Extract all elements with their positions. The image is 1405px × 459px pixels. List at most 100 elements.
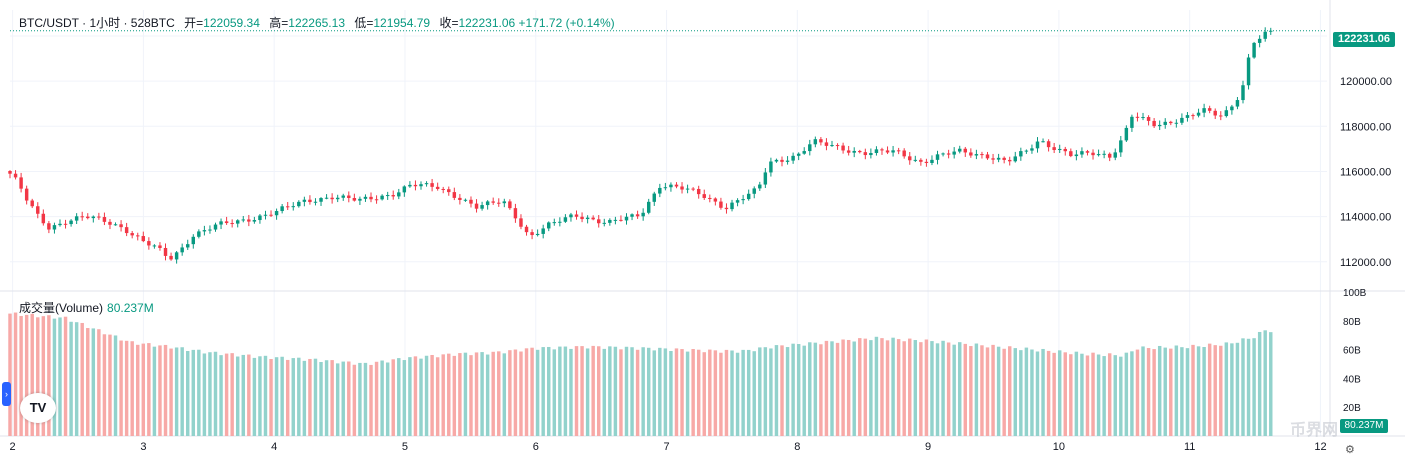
- candle-body: [252, 220, 257, 222]
- volume-bar: [324, 360, 329, 436]
- candle-body: [491, 201, 495, 203]
- volume-bar: [685, 351, 690, 436]
- expand-panel-icon[interactable]: ›: [2, 382, 11, 406]
- volume-bar: [1096, 354, 1101, 436]
- volume-bar: [497, 351, 501, 436]
- candle-body: [769, 161, 773, 173]
- candle-body: [74, 216, 79, 221]
- candle-body: [224, 221, 229, 224]
- candle-body: [574, 214, 579, 217]
- volume-bar: [274, 357, 279, 436]
- candle-body: [30, 200, 34, 207]
- volume-bar: [469, 355, 473, 436]
- volume-bar: [741, 349, 745, 436]
- candle-body: [358, 198, 362, 201]
- volume-bar: [435, 357, 440, 436]
- candle-body: [1252, 42, 1256, 58]
- candle-body: [963, 148, 968, 153]
- volume-bar: [285, 359, 290, 436]
- candle-body: [202, 230, 207, 232]
- price-axis-label: 112000.00: [1340, 257, 1391, 269]
- candle-body: [552, 222, 557, 224]
- candle-body: [1235, 100, 1240, 107]
- candle-body: [1213, 110, 1217, 116]
- volume-bar: [297, 357, 301, 436]
- price-axis-label: 118000.00: [1340, 121, 1391, 133]
- volume-bar: [447, 353, 451, 436]
- candle-body: [1030, 148, 1034, 151]
- candle-body: [97, 216, 101, 218]
- volume-bar: [91, 328, 96, 436]
- volume-bar: [1152, 349, 1156, 436]
- volume-bar: [919, 342, 923, 436]
- close-value: 122231.06: [458, 16, 516, 30]
- volume-bar: [519, 351, 523, 436]
- candle-body: [258, 215, 262, 221]
- candle-body: [708, 197, 712, 199]
- candle-body: [285, 206, 290, 208]
- volume-bar: [991, 344, 995, 436]
- volume-bar: [430, 354, 434, 436]
- candle-body: [730, 202, 734, 210]
- candle-body: [463, 199, 468, 201]
- candle-body: [380, 195, 384, 200]
- volume-bar: [113, 335, 118, 436]
- volume-bar: [769, 348, 773, 436]
- time-axis-label: 9: [925, 441, 931, 453]
- tradingview-logo[interactable]: TV: [20, 393, 56, 423]
- volume-bar: [1191, 344, 1195, 436]
- candle-body: [780, 159, 784, 162]
- volume-bar: [1185, 348, 1190, 436]
- volume-axis-label: 60B: [1343, 346, 1361, 357]
- volume-bar: [713, 350, 718, 436]
- volume-bar: [846, 339, 851, 436]
- volume-bar: [1013, 348, 1017, 436]
- volume-bar: [1196, 346, 1201, 436]
- volume-bar: [1074, 351, 1079, 436]
- candle-body: [385, 195, 390, 197]
- candle-body: [474, 203, 479, 209]
- volume-bar: [902, 341, 906, 436]
- candle-body: [741, 199, 745, 201]
- candle-body: [785, 160, 790, 162]
- candle-body: [147, 241, 151, 246]
- volume-bar: [1180, 347, 1184, 436]
- candle-body: [41, 213, 46, 224]
- volume-bar: [441, 354, 445, 436]
- volume-bar: [674, 348, 679, 436]
- symbol-label[interactable]: BTC/USDT · 1小时 · 528BTC: [19, 16, 175, 30]
- candle-body: [919, 159, 923, 162]
- volume-bar: [652, 350, 656, 436]
- volume-bar: [380, 360, 384, 436]
- candle-body: [580, 216, 584, 220]
- candle-body: [658, 187, 662, 194]
- settings-gear-icon[interactable]: ⚙: [1345, 444, 1355, 456]
- volume-bar: [474, 352, 479, 436]
- time-axis-label: 10: [1053, 441, 1065, 453]
- chart-legend: BTC/USDT · 1小时 · 528BTC 开=122059.34 高=12…: [19, 14, 615, 31]
- volume-bar: [208, 352, 212, 436]
- candle-body: [896, 150, 901, 152]
- time-axis-label: 8: [794, 441, 800, 453]
- volume-bar: [541, 347, 545, 436]
- candle-body: [313, 201, 318, 203]
- candle-body: [324, 197, 329, 199]
- candle-body: [1069, 151, 1073, 157]
- candle-body: [108, 221, 112, 225]
- candle-body: [430, 183, 434, 187]
- candle-body: [441, 188, 445, 190]
- volume-bar: [463, 352, 468, 436]
- candle-body: [613, 219, 618, 221]
- volume-legend[interactable]: 成交量(Volume) 80.237M: [19, 299, 154, 316]
- high-value: 122265.13: [288, 16, 345, 30]
- volume-bar: [1085, 355, 1090, 436]
- candle-body: [1102, 153, 1106, 155]
- candle-body: [24, 188, 29, 201]
- candle-body: [208, 229, 212, 231]
- volume-bar: [608, 346, 612, 436]
- volume-bar: [1052, 352, 1056, 436]
- time-axis-label: 4: [271, 441, 277, 453]
- candle-body: [1074, 154, 1079, 157]
- volume-bar: [97, 329, 101, 436]
